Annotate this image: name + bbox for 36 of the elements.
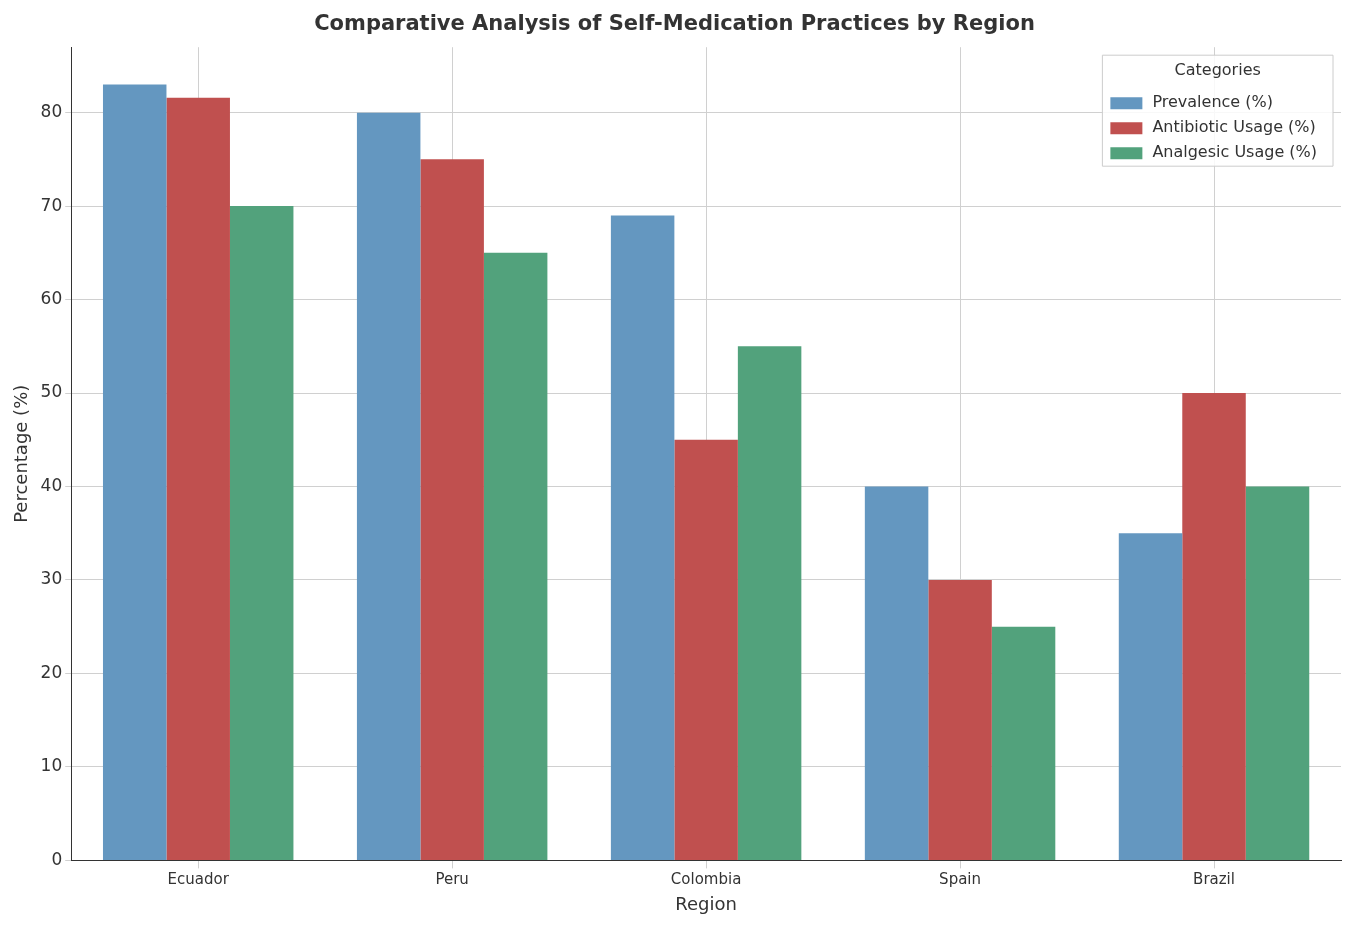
x-tick-label: Spain xyxy=(939,870,982,889)
y-tick-label: 30 xyxy=(40,568,63,589)
bar xyxy=(420,159,484,860)
x-axis-title: Region xyxy=(675,892,737,914)
x-tick-label: Colombia xyxy=(670,870,742,889)
bar xyxy=(1182,393,1246,860)
bar xyxy=(610,215,675,860)
chart-title: Comparative Analysis of Self-Medication Practices by Region xyxy=(314,11,1035,36)
y-tick-label: 50 xyxy=(40,381,63,402)
y-tick-label: 80 xyxy=(40,101,63,122)
y-tick-label: 70 xyxy=(40,194,63,215)
bar xyxy=(483,252,548,860)
y-tick-label: 0 xyxy=(51,848,63,869)
x-tick-label: Ecuador xyxy=(167,870,230,889)
bar xyxy=(674,439,738,860)
bar xyxy=(356,112,421,860)
bar xyxy=(928,579,992,860)
y-tick-label: 20 xyxy=(40,661,63,682)
y-tick-label: 60 xyxy=(40,287,63,308)
legend-title: Categories xyxy=(1174,60,1261,80)
bar xyxy=(1245,486,1310,860)
y-tick-label: 10 xyxy=(40,755,63,776)
bar xyxy=(102,84,167,860)
y-tick-label: 40 xyxy=(40,474,63,495)
bar xyxy=(166,97,230,860)
y-axis-title: Percentage (%) xyxy=(10,384,32,523)
legend-label: Prevalence (%) xyxy=(1152,92,1273,112)
bar xyxy=(864,486,929,860)
bar xyxy=(229,206,294,860)
legend-label: Analgesic Usage (%) xyxy=(1152,142,1317,162)
x-tick-label: Peru xyxy=(435,870,469,889)
bar xyxy=(737,346,802,860)
legend-label: Antibiotic Usage (%) xyxy=(1152,117,1316,137)
bar xyxy=(991,626,1056,860)
bar xyxy=(1118,533,1183,860)
x-tick-label: Brazil xyxy=(1193,870,1235,889)
